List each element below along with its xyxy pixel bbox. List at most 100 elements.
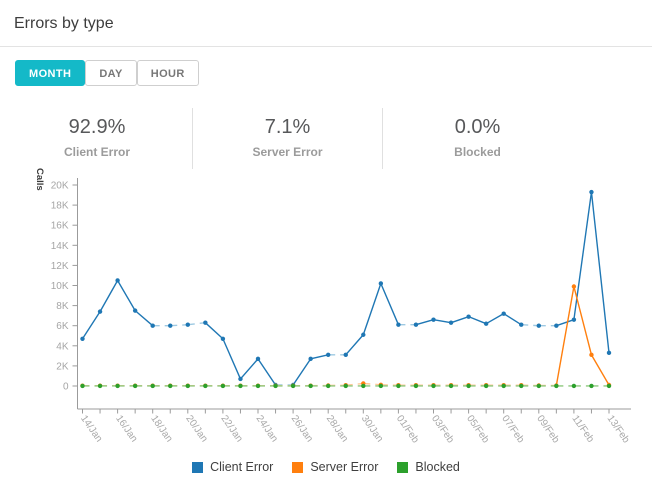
x-axis-tick-label: 22/Jan — [218, 413, 244, 444]
data-point — [115, 383, 120, 389]
data-point — [290, 383, 296, 389]
series-segment — [239, 358, 259, 380]
stat-blocked: 0.0% Blocked — [382, 108, 572, 169]
series-segment — [81, 311, 101, 340]
series-segment — [204, 322, 224, 340]
data-point — [80, 336, 85, 341]
data-point — [413, 322, 419, 327]
page-title: Errors by type — [14, 15, 114, 32]
data-point — [203, 383, 208, 389]
data-point — [343, 352, 348, 358]
x-axis-tick-label: 01/Feb — [394, 413, 421, 445]
data-point — [606, 383, 612, 389]
stat-label: Server Error — [252, 145, 323, 159]
series-segment — [450, 315, 469, 324]
series-segment — [187, 321, 206, 326]
series-segment — [573, 191, 593, 320]
series-segment — [415, 318, 434, 326]
series-segment — [590, 191, 610, 353]
series-client-error — [80, 189, 612, 388]
data-point — [378, 383, 384, 389]
data-point — [448, 383, 454, 389]
series-segment — [433, 318, 452, 324]
data-point — [413, 383, 419, 389]
x-axis-tick-label: 11/Feb — [569, 413, 596, 445]
legend-item-blocked[interactable]: Blocked — [397, 460, 460, 474]
stat-client-error: 92.9% Client Error — [2, 108, 192, 169]
stat-label: Blocked — [454, 145, 501, 159]
data-point — [168, 323, 173, 328]
data-point — [483, 321, 489, 326]
data-point — [220, 336, 226, 341]
tab-day[interactable]: DAY — [85, 60, 137, 86]
data-point — [571, 383, 577, 389]
time-range-tabs: MONTH DAY HOUR — [15, 60, 199, 86]
data-point — [185, 322, 190, 327]
data-point — [431, 317, 436, 322]
x-axis-tick-label: 03/Feb — [429, 413, 456, 445]
data-point — [589, 189, 594, 195]
series-segment — [590, 354, 610, 386]
data-point — [571, 284, 577, 289]
legend-label: Server Error — [310, 460, 379, 474]
series-segment — [485, 313, 505, 325]
data-point — [150, 383, 155, 389]
series-server-error — [80, 284, 612, 388]
y-axis-title: Calls — [34, 168, 45, 191]
data-point — [255, 356, 261, 362]
series-blocked — [80, 383, 612, 389]
data-point — [378, 281, 384, 286]
data-point — [501, 383, 506, 389]
data-point — [343, 383, 348, 389]
series-segment — [99, 280, 119, 312]
series-segment — [503, 313, 522, 326]
data-point — [326, 383, 331, 389]
series-segment — [310, 354, 329, 360]
legend-swatch — [292, 461, 304, 473]
x-axis-tick-label: 26/Jan — [289, 413, 315, 444]
error-stats: 92.9% Client Error 7.1% Server Error 0.0% Blo… — [2, 108, 572, 169]
data-point — [150, 323, 155, 328]
data-point — [308, 383, 313, 389]
y-axis-tick-label: 0 — [63, 382, 69, 393]
series-segment — [170, 323, 188, 327]
tab-month[interactable]: MONTH — [15, 60, 86, 86]
data-point — [273, 383, 278, 389]
data-point — [168, 383, 173, 389]
header-divider — [0, 46, 652, 47]
legend-label: Client Error — [210, 460, 274, 474]
data-point — [554, 323, 559, 328]
data-point — [519, 322, 524, 327]
data-point — [80, 383, 85, 389]
y-axis-tick-label: 18K — [51, 201, 69, 212]
data-point — [115, 278, 120, 283]
stat-value: 7.1% — [264, 116, 311, 138]
legend-swatch — [192, 461, 204, 473]
data-point — [571, 317, 577, 322]
x-axis-tick-label: 14/Jan — [78, 413, 104, 444]
data-point — [326, 352, 331, 358]
legend-label: Blocked — [415, 460, 460, 474]
data-point — [97, 309, 103, 314]
x-axis-tick-label: 13/Feb — [605, 413, 632, 445]
data-point — [203, 320, 208, 325]
series-segment — [257, 358, 277, 386]
data-point — [536, 383, 541, 389]
y-axis-tick-label: 6K — [56, 321, 69, 332]
series-segment — [521, 323, 539, 327]
data-point — [220, 383, 226, 389]
stat-server-error: 7.1% Server Error — [192, 108, 382, 169]
data-point — [185, 383, 190, 389]
x-axis-tick-label: 30/Jan — [359, 413, 385, 444]
tab-hour[interactable]: HOUR — [136, 60, 199, 86]
legend-item-server-error[interactable]: Server Error — [292, 460, 378, 474]
x-axis-tick-label: 09/Feb — [534, 413, 561, 445]
legend-item-client-error[interactable]: Client Error — [192, 460, 273, 474]
chart-legend: Client Error Server Error Blocked — [0, 460, 652, 474]
data-point — [501, 311, 506, 316]
series-segment — [556, 319, 575, 327]
errors-chart: 0 2K 4K 6K 8K 10K 12K 14K 16K 18K 20K 14/Jan 16/Jan 1… — [0, 160, 652, 458]
data-point — [132, 383, 138, 389]
data-point — [589, 383, 594, 389]
y-axis-tick-label: 20K — [51, 181, 69, 192]
